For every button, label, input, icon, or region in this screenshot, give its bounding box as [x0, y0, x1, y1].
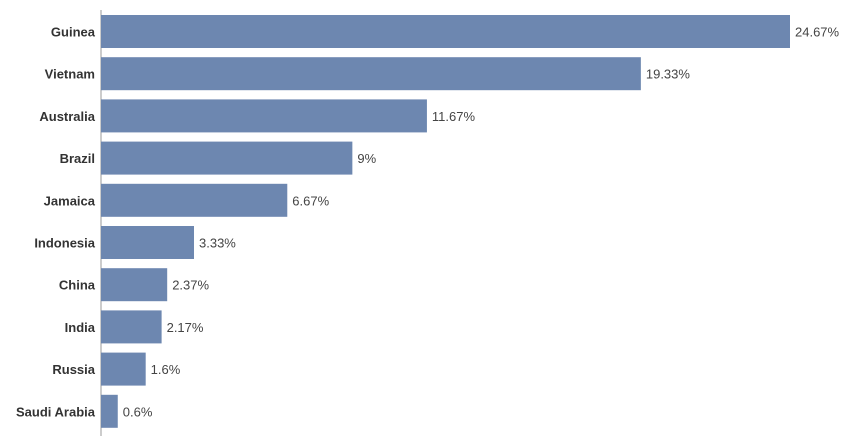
value-label: 3.33%: [199, 236, 236, 251]
category-label: India: [65, 320, 96, 335]
bar-jamaica: [101, 183, 288, 217]
value-label: 24.67%: [795, 25, 840, 40]
bar-indonesia: [101, 226, 195, 259]
value-label: 9%: [357, 151, 376, 166]
bar-india: [101, 310, 162, 344]
value-label: 11.67%: [432, 109, 476, 124]
category-label: Saudi Arabia: [16, 404, 96, 419]
category-label: Brazil: [60, 151, 95, 166]
bar-vietnam: [101, 57, 641, 91]
category-label: Jamaica: [44, 193, 96, 208]
bar-saudi-arabia: [101, 394, 118, 428]
value-label: 1.6%: [151, 362, 181, 377]
value-label: 0.6%: [123, 404, 153, 419]
value-label: 2.17%: [167, 320, 204, 335]
bars-layer: [101, 15, 790, 428]
value-label: 19.33%: [646, 67, 691, 82]
bar-brazil: [101, 141, 353, 175]
bar-australia: [101, 99, 427, 133]
category-label: Vietnam: [45, 67, 95, 82]
category-label: Australia: [39, 109, 95, 124]
value-label: 6.67%: [292, 193, 329, 208]
value-label: 2.37%: [172, 278, 209, 293]
category-label: Indonesia: [34, 236, 95, 251]
bar-china: [101, 268, 168, 302]
category-label: Guinea: [51, 25, 96, 40]
category-label: Russia: [52, 362, 95, 377]
bar-guinea: [101, 15, 790, 48]
bar-russia: [101, 352, 146, 386]
category-label: China: [59, 278, 96, 293]
labels-layer: Guinea 24.67% Vietnam 19.33% Australia 11.67%…: [16, 25, 840, 420]
